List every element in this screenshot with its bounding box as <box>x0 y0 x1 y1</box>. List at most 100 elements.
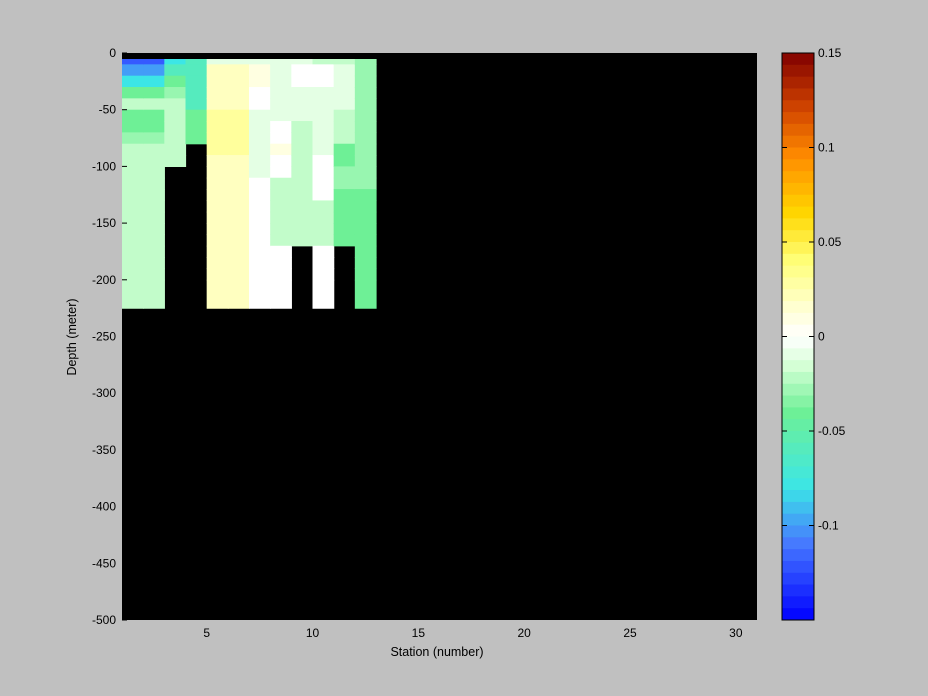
colorbar-swatch <box>782 584 814 597</box>
colorbar-swatch <box>782 348 814 361</box>
x-tick-label: 25 <box>623 626 637 640</box>
heatmap-cell <box>143 223 165 236</box>
colorbar-tick-label: 0 <box>818 330 825 344</box>
heatmap-cell <box>249 245 271 258</box>
heatmap-cell <box>164 75 187 88</box>
heatmap-cell <box>270 279 292 309</box>
heatmap-cell <box>270 223 292 236</box>
heatmap-cell <box>270 132 292 145</box>
colorbar-swatch <box>782 360 814 373</box>
heatmap-cell <box>333 234 356 247</box>
y-tick-label: -250 <box>92 330 116 344</box>
heatmap-cell <box>312 177 335 190</box>
heatmap-cell <box>291 121 314 133</box>
colorbar-swatch <box>782 513 814 526</box>
heatmap-cell <box>206 155 229 167</box>
heatmap-plot <box>122 53 757 620</box>
heatmap-cell <box>270 143 292 156</box>
heatmap-cell <box>206 143 229 156</box>
heatmap-cell <box>333 109 356 122</box>
y-tick-label: -200 <box>92 273 116 287</box>
heatmap-cell <box>122 143 144 156</box>
heatmap-cell <box>354 132 377 145</box>
heatmap-cell <box>312 166 335 179</box>
heatmap-cell <box>354 121 377 133</box>
heatmap-cell <box>206 268 229 281</box>
heatmap-cell <box>291 189 314 202</box>
heatmap-cell <box>227 87 250 99</box>
heatmap-cell <box>333 121 356 133</box>
heatmap-cell <box>122 211 144 224</box>
heatmap-cell <box>143 189 165 202</box>
colorbar-tick-label: 0.15 <box>818 46 842 60</box>
heatmap-cell <box>143 155 165 167</box>
heatmap-cell <box>333 155 356 167</box>
heatmap-cell <box>270 257 292 270</box>
y-tick-label: -450 <box>92 556 116 570</box>
heatmap-cell <box>164 155 187 167</box>
heatmap-cell <box>143 121 165 133</box>
colorbar-swatch <box>782 218 814 231</box>
x-tick-label: 10 <box>306 626 320 640</box>
heatmap-cell <box>227 234 250 247</box>
heatmap-cell <box>122 98 144 111</box>
heatmap-cell <box>333 189 356 202</box>
heatmap-cell <box>312 223 335 236</box>
colorbar-swatch <box>782 560 814 574</box>
heatmap-cell <box>206 189 229 202</box>
heatmap-cell <box>312 211 335 224</box>
colorbar-swatch <box>782 442 814 456</box>
y-tick-label: -100 <box>92 159 116 173</box>
heatmap-cell <box>227 177 250 190</box>
heatmap-cell <box>249 155 271 167</box>
heatmap-cell <box>227 121 250 133</box>
y-axis-label: Depth (meter) <box>65 298 79 375</box>
heatmap-cell <box>270 245 292 258</box>
heatmap-cell <box>143 245 165 258</box>
heatmap-cell <box>291 75 314 88</box>
colorbar-swatch <box>782 88 814 101</box>
heatmap-cell <box>249 143 271 156</box>
heatmap-cell <box>270 98 292 111</box>
heatmap-cell <box>312 87 335 99</box>
heatmap-cell <box>249 87 271 99</box>
x-axis-label: Station (number) <box>390 645 483 659</box>
heatmap-cell <box>312 109 335 122</box>
heatmap-cell <box>122 257 144 270</box>
heatmap-cell <box>143 98 165 111</box>
heatmap-cell <box>206 166 229 179</box>
heatmap-cell <box>270 189 292 202</box>
heatmap-cell <box>333 177 356 190</box>
heatmap-cell <box>206 279 229 309</box>
heatmap-cell <box>354 279 377 309</box>
heatmap-cell <box>206 121 229 133</box>
heatmap-cell <box>206 234 229 247</box>
colorbar-swatch <box>782 395 814 408</box>
colorbar-swatch <box>782 490 814 503</box>
heatmap-cell <box>354 75 377 88</box>
heatmap-cell <box>354 200 377 213</box>
heatmap-cell <box>354 268 377 281</box>
heatmap-cell <box>185 75 208 88</box>
colorbar-swatch <box>782 336 814 349</box>
heatmap-cell <box>227 155 250 167</box>
heatmap-cell <box>164 121 187 133</box>
heatmap-cell <box>249 166 271 179</box>
heatmap-cell <box>185 109 208 122</box>
heatmap-cell <box>249 98 271 111</box>
heatmap-cell <box>122 75 144 88</box>
heatmap-cell <box>312 234 335 247</box>
heatmap-cell <box>249 223 271 236</box>
heatmap-cell <box>333 98 356 111</box>
heatmap-cell <box>206 223 229 236</box>
colorbar-swatch <box>782 159 814 172</box>
heatmap-cell <box>270 155 292 167</box>
heatmap-cell <box>333 200 356 213</box>
heatmap-cell <box>122 87 144 99</box>
heatmap-cell <box>122 223 144 236</box>
colorbar-swatch <box>782 431 814 444</box>
y-tick-label: -500 <box>92 613 116 627</box>
heatmap-cell <box>333 87 356 99</box>
colorbar-swatch <box>782 383 814 397</box>
heatmap-cell <box>185 64 208 77</box>
